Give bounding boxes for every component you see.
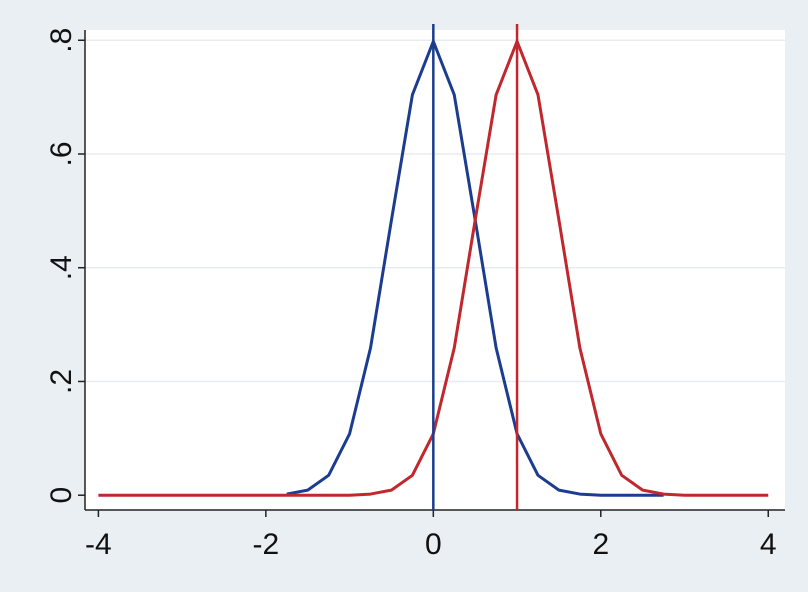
y-tick-label: .4 [45, 255, 78, 280]
y-tick-label: .8 [45, 28, 78, 53]
x-tick-label: 0 [425, 528, 442, 561]
plot-area [85, 30, 785, 510]
x-tick-label: -2 [253, 528, 280, 561]
x-tick-label: 4 [760, 528, 777, 561]
x-tick-label: 2 [592, 528, 609, 561]
y-tick-label: 0 [45, 487, 78, 504]
y-tick-label: .6 [45, 141, 78, 166]
x-tick-label: -4 [85, 528, 112, 561]
y-tick-label: .2 [45, 369, 78, 394]
